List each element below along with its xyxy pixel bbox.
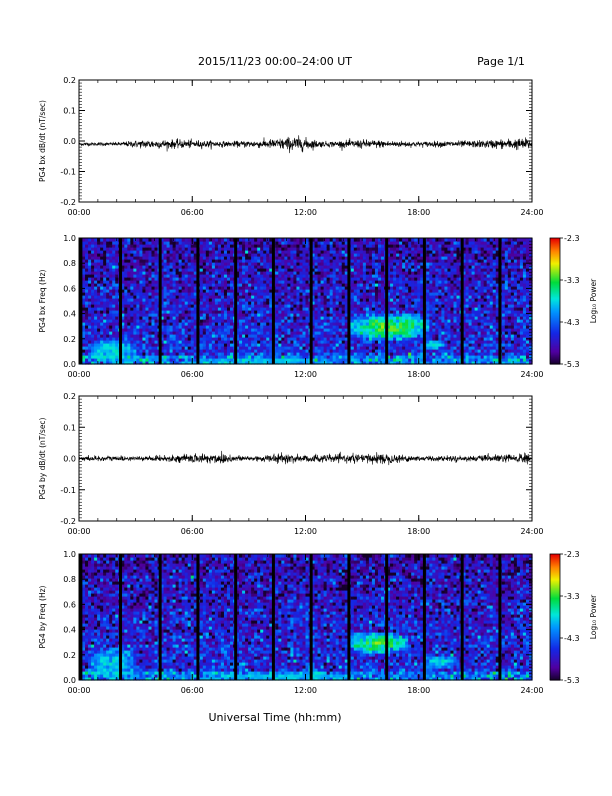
data-gap	[498, 554, 501, 680]
y-tick-label: 1.0	[63, 550, 76, 559]
panel-by-dbdt: 00:00 06:00 12:00 18:00 24:00 0.2 0.1 0.0 -0.1 -0…	[38, 392, 544, 536]
x-tick-label: 12:00	[294, 686, 317, 695]
data-gap	[461, 554, 464, 680]
y-tick-label: 0.4	[63, 626, 76, 635]
y-tick-label: -0.1	[60, 168, 76, 177]
y-tick-label: 0.2	[63, 651, 76, 660]
y-tick-label: 0.8	[63, 259, 76, 268]
y-tick-label: 0.1	[63, 423, 76, 432]
y-tick-label: 1.0	[63, 234, 76, 243]
data-gap	[234, 238, 237, 364]
x-tick-label: 06:00	[181, 370, 204, 379]
colorbar-tick-label: -4.3	[564, 318, 580, 327]
colorbar-by: -2.3 -3.3 -4.3 -5.3 Log₁₀ Power	[550, 550, 598, 685]
y-tick-label: 0.0	[63, 676, 76, 685]
heatmap-cells	[79, 554, 533, 681]
panel-bx-spectrogram: 00:00 06:00 12:00 18:00 24:00 1.0 0.8 0.6 0.4 0.2…	[38, 234, 544, 379]
colorbar-tick-label: -2.3	[564, 234, 580, 243]
data-gap	[423, 554, 426, 680]
y-axis-label: PG4 bx dB/dt (nT/sec)	[38, 100, 47, 182]
y-tick-label: 0.2	[63, 76, 76, 85]
y-tick-label: 0.8	[63, 575, 76, 584]
x-tick-label: 18:00	[407, 208, 430, 217]
colorbar-tick-label: -3.3	[564, 276, 580, 285]
x-tick-label: 18:00	[407, 370, 430, 379]
data-gap	[461, 238, 464, 364]
data-gap	[385, 238, 388, 364]
y-axis-label: PG4 bx Freq (Hz)	[38, 269, 47, 332]
data-gap	[347, 554, 350, 680]
x-tick-label: 24:00	[520, 686, 543, 695]
x-tick-label: 00:00	[67, 370, 90, 379]
y-tick-label: 0.0	[63, 137, 76, 146]
panel-by-spectrogram: 00:00 06:00 12:00 18:00 24:00 1.0 0.8 0.6 0.4 0.2…	[38, 550, 544, 695]
y-tick-label: 0.4	[63, 310, 76, 319]
colorbar-tick-label: -4.3	[564, 634, 580, 643]
y-tick-label: 0.2	[63, 335, 76, 344]
x-tick-label: 00:00	[67, 686, 90, 695]
x-tick-label: 24:00	[520, 208, 543, 217]
x-tick-label: 06:00	[181, 686, 204, 695]
x-tick-label: 12:00	[294, 527, 317, 536]
y-axis-label: PG4 by dB/dt (nT/sec)	[38, 417, 47, 499]
data-gap	[310, 554, 313, 680]
data-gap	[196, 238, 199, 364]
y-tick-label: -0.2	[60, 198, 76, 207]
colorbar-tick-label: -5.3	[564, 676, 580, 685]
x-tick-label: 12:00	[294, 208, 317, 217]
data-gap	[310, 238, 313, 364]
plot-area	[79, 80, 532, 202]
page-number: Page 1/1	[477, 55, 525, 68]
colorbar-tick-label: -3.3	[564, 592, 580, 601]
x-tick-label: 06:00	[181, 527, 204, 536]
colorbar-bx: -2.3 -3.3 -4.3 -5.3 Log₁₀ Power	[550, 234, 598, 369]
x-tick-label: 06:00	[181, 208, 204, 217]
data-gap	[119, 554, 122, 680]
x-axis-label: Universal Time (hh:mm)	[209, 711, 342, 724]
y-tick-label: 0.6	[63, 600, 76, 609]
data-gap	[272, 554, 275, 680]
x-tick-label: 00:00	[67, 527, 90, 536]
y-tick-label: 0.0	[63, 455, 76, 464]
x-tick-label: 24:00	[520, 370, 543, 379]
data-gap	[159, 238, 162, 364]
x-tick-label: 00:00	[67, 208, 90, 217]
data-gap	[234, 554, 237, 680]
colorbar-label: Log₁₀ Power	[589, 594, 598, 639]
data-gap	[119, 238, 122, 364]
page-title: 2015/11/23 00:00–24:00 UT	[198, 55, 352, 68]
y-tick-label: -0.2	[60, 517, 76, 526]
colorbar-label: Log₁₀ Power	[589, 278, 598, 323]
data-gap	[159, 554, 162, 680]
y-axis-label: PG4 by Freq (Hz)	[38, 585, 47, 648]
data-gap	[347, 238, 350, 364]
data-gap	[272, 238, 275, 364]
colorbar-tick-label: -2.3	[564, 550, 580, 559]
data-gap	[385, 554, 388, 680]
y-tick-label: 0.6	[63, 284, 76, 293]
colorbar-tick-label: -5.3	[564, 360, 580, 369]
panel-bx-dbdt: 00:00 06:00 12:00 18:00 24:00 0.2 0.1 0.0 -0.1 -0…	[38, 76, 544, 217]
y-tick-label: -0.1	[60, 486, 76, 495]
y-tick-label: 0.1	[63, 107, 76, 116]
y-tick-label: 0.2	[63, 392, 76, 401]
data-gap	[423, 238, 426, 364]
heatmap-cells	[79, 238, 533, 365]
y-tick-label: 0.0	[63, 360, 76, 369]
data-gap	[498, 238, 501, 364]
x-tick-label: 18:00	[407, 686, 430, 695]
data-gap	[196, 554, 199, 680]
x-tick-label: 12:00	[294, 370, 317, 379]
x-tick-label: 24:00	[520, 527, 543, 536]
x-tick-label: 18:00	[407, 527, 430, 536]
